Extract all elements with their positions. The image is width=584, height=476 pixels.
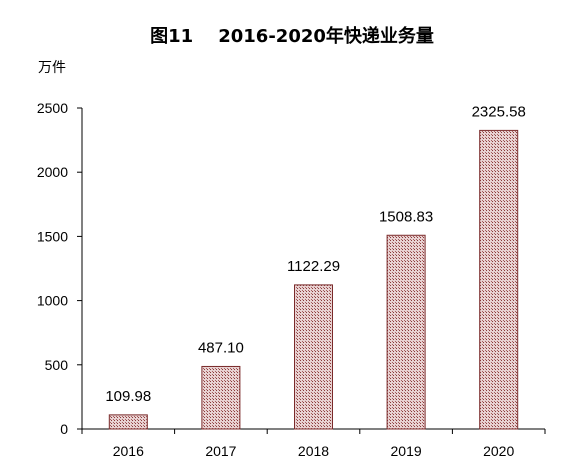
y-tick-label: 1000 [37, 293, 68, 309]
bar-2016 [108, 414, 148, 430]
bars [108, 129, 519, 430]
y-tick-label: 500 [45, 357, 69, 373]
value-label-2018: 1122.29 [287, 258, 340, 275]
bar-2019 [386, 234, 426, 430]
y-unit-label: 万件 [38, 60, 66, 76]
y-tick-label: 2000 [37, 164, 68, 180]
y-tick-label: 1500 [37, 228, 68, 244]
bar-2020 [479, 129, 519, 430]
data-labels: 109.98 2016 487.10 2017 1122.29 2018 1508.83 20… [105, 103, 525, 459]
axes: 0 500 1000 1500 2000 2500 [37, 100, 546, 437]
x-tick-label-2018: 2018 [298, 443, 329, 459]
x-tick-label-2019: 2019 [391, 443, 422, 459]
y-tick-label: 0 [60, 421, 68, 437]
value-label-2016: 109.98 [105, 388, 151, 405]
value-label-2020: 2325.58 [472, 103, 526, 120]
bar-2018 [294, 284, 333, 430]
x-tick-label-2016: 2016 [113, 443, 144, 459]
x-tick-label-2017: 2017 [205, 443, 236, 459]
value-label-2017: 487.10 [198, 339, 244, 356]
bar-2017 [201, 365, 241, 430]
y-tick-label: 2500 [37, 100, 68, 116]
chart-title: 图11 2016-2020年快递业务量 [150, 26, 434, 47]
x-tick-label-2020: 2020 [483, 443, 514, 459]
value-label-2019: 1508.83 [379, 208, 433, 225]
